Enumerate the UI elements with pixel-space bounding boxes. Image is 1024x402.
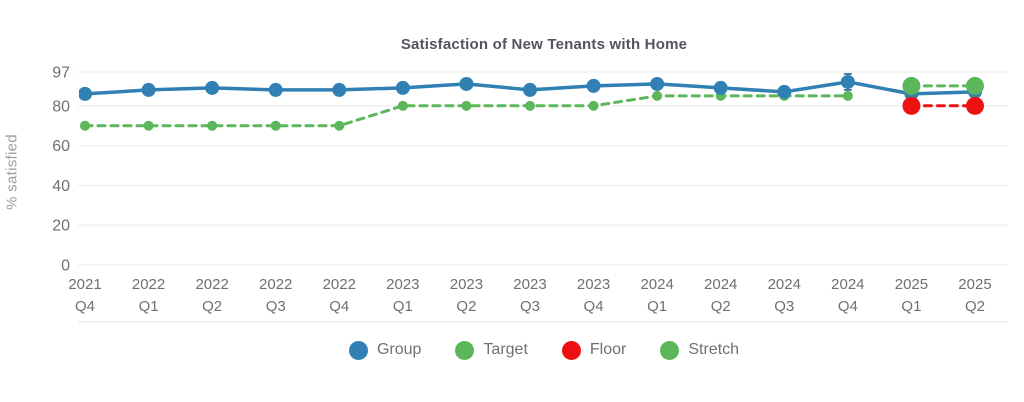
series-floor xyxy=(902,96,984,115)
series-stretch xyxy=(902,76,984,95)
x-tick-label: 2022 Q2 xyxy=(195,276,228,315)
point-target-2022-q3[interactable] xyxy=(270,120,281,131)
x-tick-label: 2024 Q3 xyxy=(768,276,801,315)
point-group-2023-q4[interactable] xyxy=(586,78,601,93)
point-target-2023-q2[interactable] xyxy=(461,100,472,111)
point-group-2023-q2[interactable] xyxy=(459,76,474,91)
x-tick-label: 2023 Q3 xyxy=(513,276,546,315)
point-target-2022-q4[interactable] xyxy=(334,120,345,131)
legend-label: Group xyxy=(376,341,422,358)
legend-dot-group-icon xyxy=(348,340,368,360)
legend-dot-stretch-icon xyxy=(660,340,680,360)
legend-item-target[interactable]: Target xyxy=(455,340,528,360)
point-target-2023-q3[interactable] xyxy=(524,100,535,111)
point-group-2023-q1[interactable] xyxy=(395,80,410,95)
legend-item-floor[interactable]: Floor xyxy=(561,340,627,360)
point-target-2023-q4[interactable] xyxy=(588,100,599,111)
x-tick-label: 2025 Q2 xyxy=(958,276,991,315)
y-tick-label: 0 xyxy=(61,258,70,275)
point-group-2023-q3[interactable] xyxy=(522,82,537,97)
series-target xyxy=(80,90,853,131)
point-floor-2025-q2[interactable] xyxy=(965,96,984,115)
point-target-2022-q1[interactable] xyxy=(143,120,154,131)
y-tick-label: 60 xyxy=(52,138,70,155)
point-group-2021-q4[interactable] xyxy=(78,86,92,101)
point-group-2024-q2[interactable] xyxy=(713,80,728,95)
point-target-2021-q4[interactable] xyxy=(80,120,90,131)
x-tick-label: 2024 Q2 xyxy=(704,276,737,315)
x-tick-label: 2025 Q1 xyxy=(895,276,928,315)
point-group-2022-q3[interactable] xyxy=(268,82,283,97)
legend-label: Target xyxy=(483,341,528,358)
chart-title: Satisfaction of New Tenants with Home xyxy=(400,36,688,53)
x-tick-label: 2023 Q1 xyxy=(386,276,419,315)
point-group-2022-q1[interactable] xyxy=(141,82,156,97)
legend-item-group[interactable]: Group xyxy=(348,340,422,360)
point-group-2024-q4[interactable] xyxy=(840,74,855,89)
legend-dot-floor-icon xyxy=(561,340,581,360)
y-tick-label: 20 xyxy=(52,218,70,235)
x-tick-label: 2023 Q4 xyxy=(577,276,610,315)
point-stretch-2025-q2[interactable] xyxy=(965,76,984,95)
point-group-2022-q4[interactable] xyxy=(332,82,347,97)
point-target-2024-q1[interactable] xyxy=(652,90,663,101)
chart-canvas: 0 20 40 60 80 97 2021 Q4 2022 Q1 2022 Q2 2022 Q3 2022 Q… xyxy=(52,65,1008,323)
x-tick-label: 2023 Q2 xyxy=(450,276,483,315)
point-target-2022-q2[interactable] xyxy=(207,120,218,131)
legend-item-stretch[interactable]: Stretch xyxy=(660,340,740,360)
point-floor-2025-q1[interactable] xyxy=(902,96,921,115)
x-tick-label: 2024 Q4 xyxy=(831,276,864,315)
legend-label: Floor xyxy=(589,341,627,358)
point-target-2023-q1[interactable] xyxy=(397,100,408,111)
x-tick-label: 2022 Q3 xyxy=(259,276,292,315)
chart-legend: Group Target Floor Stretch xyxy=(80,332,1008,368)
legend-dot-target-icon xyxy=(455,340,475,360)
x-tick-label: 2024 Q1 xyxy=(640,276,673,315)
y-tick-label: 40 xyxy=(52,178,70,195)
point-group-2024-q3[interactable] xyxy=(777,84,792,99)
point-group-2024-q1[interactable] xyxy=(650,76,665,91)
y-tick-label: 80 xyxy=(52,98,70,115)
point-group-2022-q2[interactable] xyxy=(205,80,220,95)
x-tick-label: 2022 Q4 xyxy=(323,276,356,315)
y-tick-label: 97 xyxy=(52,65,70,82)
legend-label: Stretch xyxy=(688,341,740,358)
point-stretch-2025-q1[interactable] xyxy=(902,76,921,95)
x-tick-label: 2022 Q1 xyxy=(132,276,165,315)
point-target-2024-q4[interactable] xyxy=(842,90,853,101)
x-tick-label: 2021 Q4 xyxy=(68,276,101,315)
